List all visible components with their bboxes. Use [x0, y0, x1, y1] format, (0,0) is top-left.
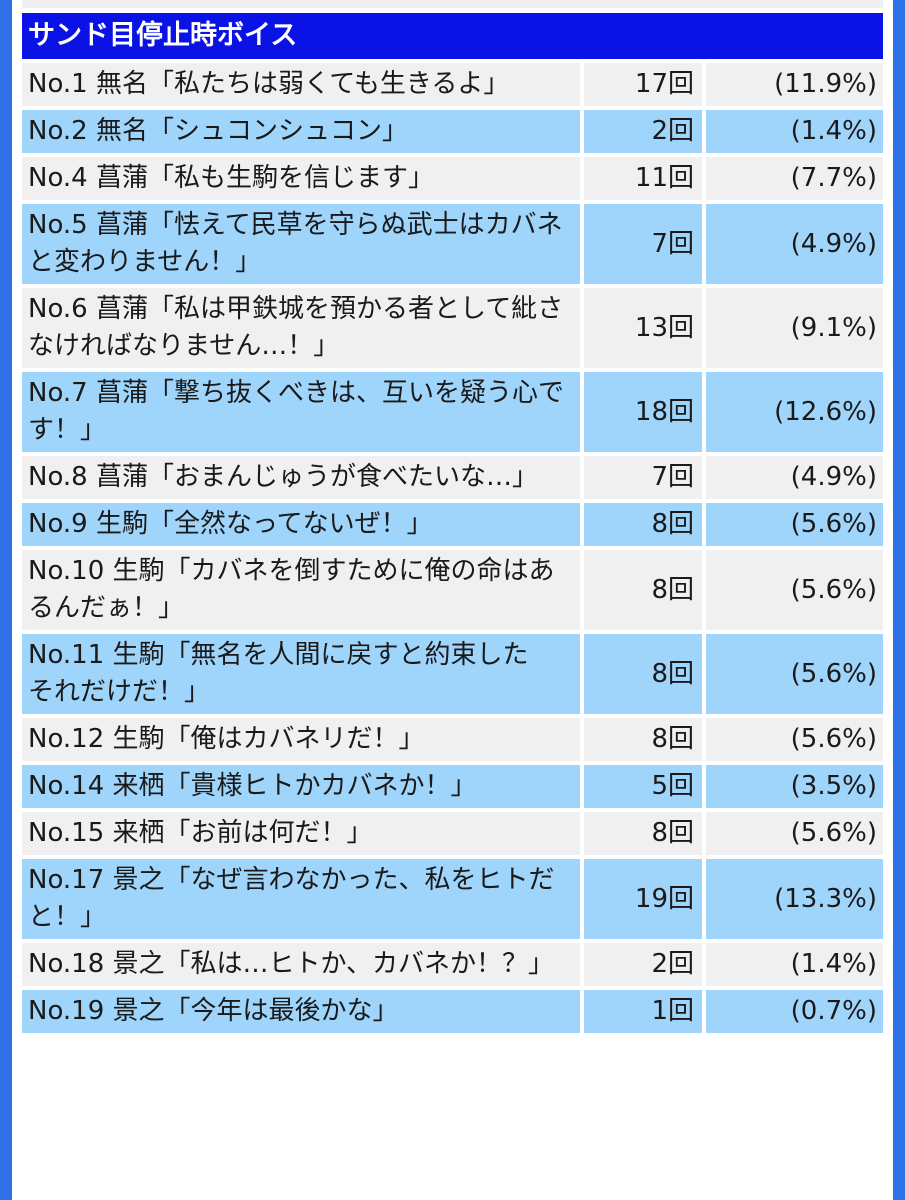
count-cell: 8回	[584, 812, 706, 855]
table-row: No.1 無名「私たちは弱くても生きるよ」 17回 (11.9%)	[22, 63, 883, 106]
percentage-cell: (11.9%)	[706, 63, 883, 106]
count-cell: 8回	[584, 550, 706, 630]
voice-line-cell: No.9 生駒「全然なってないぜ！」	[22, 503, 584, 546]
count-cell: 8回	[584, 634, 706, 714]
percentage-cell: (4.9%)	[706, 456, 883, 499]
table-row: No.7 菖蒲「撃ち抜くべきは、互いを疑う心です！」 18回 (12.6%)	[22, 372, 883, 452]
percentage-cell: (5.6%)	[706, 550, 883, 630]
percentage-cell: (5.6%)	[706, 634, 883, 714]
table-row: No.8 菖蒲「おまんじゅうが食べたいな…」 7回 (4.9%)	[22, 456, 883, 499]
percentage-cell: (0.7%)	[706, 990, 883, 1033]
table-row: No.5 菖蒲「怯えて民草を守らぬ武士はカバネと変わりません！」 7回 (4.9%)	[22, 204, 883, 284]
percentage-cell: (7.7%)	[706, 157, 883, 200]
percentage-cell: (1.4%)	[706, 943, 883, 986]
count-cell: 18回	[584, 372, 706, 452]
voice-line-cell: No.11 生駒「無名を人間に戻すと約束した それだけだ！」	[22, 634, 584, 714]
count-cell: 2回	[584, 110, 706, 153]
voice-line-cell: No.8 菖蒲「おまんじゅうが食べたいな…」	[22, 456, 584, 499]
voice-line-cell: No.17 景之「なぜ言わなかった、私をヒトだと！」	[22, 859, 584, 939]
table-row: No.6 菖蒲「私は甲鉄城を預かる者として紕さなければなりません…！」 13回 (9…	[22, 288, 883, 368]
count-cell: 8回	[584, 503, 706, 546]
table-row: No.14 来栖「貴様ヒトかカバネか！」 5回 (3.5%)	[22, 765, 883, 808]
percentage-cell: (3.5%)	[706, 765, 883, 808]
count-cell: 7回	[584, 456, 706, 499]
count-cell: 13回	[584, 288, 706, 368]
voice-line-cell: No.14 来栖「貴様ヒトかカバネか！」	[22, 765, 584, 808]
voice-line-cell: No.6 菖蒲「私は甲鉄城を預かる者として紕さなければなりません…！」	[22, 288, 584, 368]
voice-line-cell: No.7 菖蒲「撃ち抜くべきは、互いを疑う心です！」	[22, 372, 584, 452]
percentage-cell: (9.1%)	[706, 288, 883, 368]
count-cell: 11回	[584, 157, 706, 200]
count-cell: 1回	[584, 990, 706, 1033]
table-row: No.12 生駒「俺はカバネリだ！」 8回 (5.6%)	[22, 718, 883, 761]
voice-line-cell: No.10 生駒「カバネを倒すために俺の命はあるんだぁ！」	[22, 550, 584, 630]
percentage-cell: (5.6%)	[706, 503, 883, 546]
percentage-cell: (5.6%)	[706, 812, 883, 855]
voice-line-cell: No.4 菖蒲「私も生駒を信じます」	[22, 157, 584, 200]
percentage-cell: (4.9%)	[706, 204, 883, 284]
previous-table-row-cut	[22, 0, 883, 11]
voice-line-cell: No.15 来栖「お前は何だ！」	[22, 812, 584, 855]
voice-line-cell: No.18 景之「私は…ヒトか、カバネか！？」	[22, 943, 584, 986]
voice-line-cell: No.1 無名「私たちは弱くても生きるよ」	[22, 63, 584, 106]
voice-line-cell: No.2 無名「シュコンシュコン」	[22, 110, 584, 153]
table-row: No.11 生駒「無名を人間に戻すと約束した それだけだ！」 8回 (5.6%)	[22, 634, 883, 714]
count-cell: 17回	[584, 63, 706, 106]
table-row: No.19 景之「今年は最後かな」 1回 (0.7%)	[22, 990, 883, 1033]
table-row: No.17 景之「なぜ言わなかった、私をヒトだと！」 19回 (13.3%)	[22, 859, 883, 939]
count-cell: 5回	[584, 765, 706, 808]
percentage-cell: (1.4%)	[706, 110, 883, 153]
count-cell: 8回	[584, 718, 706, 761]
table-row: No.15 来栖「お前は何だ！」 8回 (5.6%)	[22, 812, 883, 855]
table-row: No.9 生駒「全然なってないぜ！」 8回 (5.6%)	[22, 503, 883, 546]
percentage-cell: (5.6%)	[706, 718, 883, 761]
voice-stats-panel: サンド目停止時ボイス No.1 無名「私たちは弱くても生きるよ」 17回 (11.9…	[22, 0, 883, 1037]
voice-line-cell: No.5 菖蒲「怯えて民草を守らぬ武士はカバネと変わりません！」	[22, 204, 584, 284]
table-row: No.10 生駒「カバネを倒すために俺の命はあるんだぁ！」 8回 (5.6%)	[22, 550, 883, 630]
count-cell: 7回	[584, 204, 706, 284]
count-cell: 2回	[584, 943, 706, 986]
table-row: No.18 景之「私は…ヒトか、カバネか！？」 2回 (1.4%)	[22, 943, 883, 986]
voice-table: No.1 無名「私たちは弱くても生きるよ」 17回 (11.9%) No.2 無名「シ…	[22, 59, 883, 1037]
count-cell: 19回	[584, 859, 706, 939]
percentage-cell: (13.3%)	[706, 859, 883, 939]
table-row: No.4 菖蒲「私も生駒を信じます」 11回 (7.7%)	[22, 157, 883, 200]
voice-line-cell: No.12 生駒「俺はカバネリだ！」	[22, 718, 584, 761]
voice-line-cell: No.19 景之「今年は最後かな」	[22, 990, 584, 1033]
percentage-cell: (12.6%)	[706, 372, 883, 452]
table-row: No.2 無名「シュコンシュコン」 2回 (1.4%)	[22, 110, 883, 153]
section-title: サンド目停止時ボイス	[22, 13, 883, 59]
